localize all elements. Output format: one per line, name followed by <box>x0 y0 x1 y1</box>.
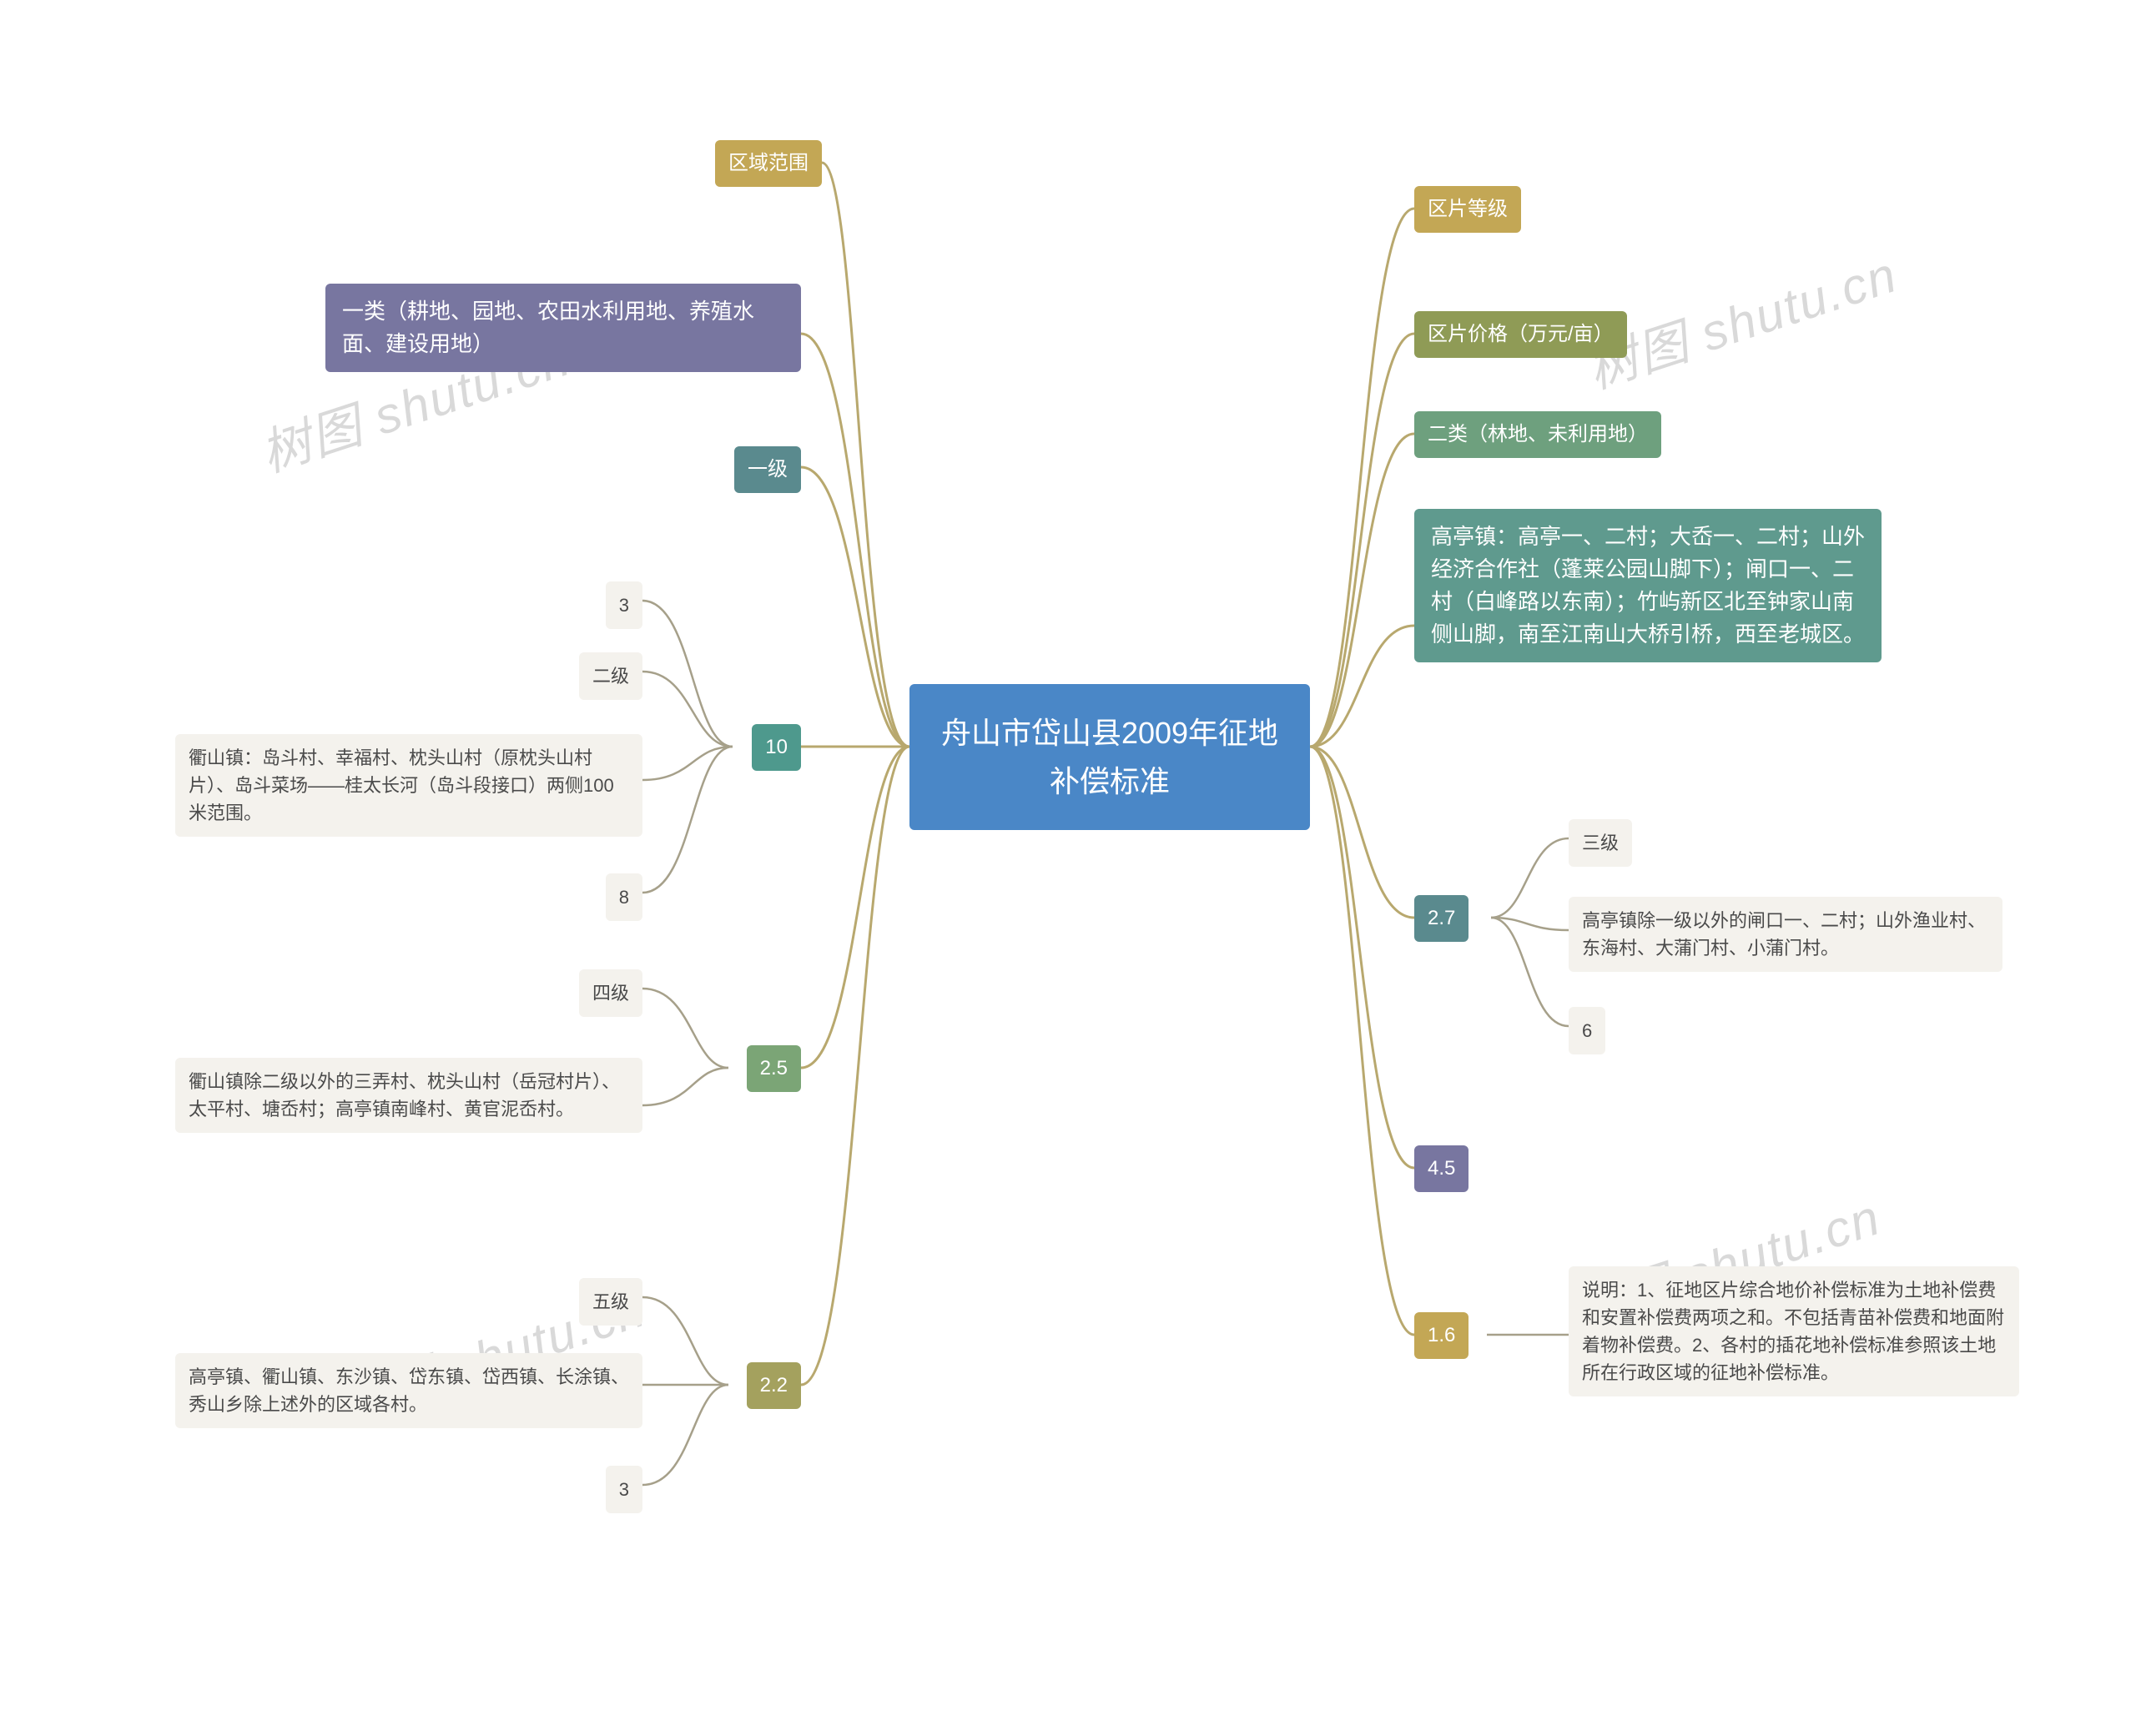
node-l3d[interactable]: 8 <box>606 873 642 921</box>
node-r3[interactable]: 高亭镇：高亭一、二村；大岙一、二村；山外经济合作社（蓬莱公园山脚下）；闸口一、二… <box>1414 509 1882 662</box>
node-r1[interactable]: 区片价格（万元/亩） <box>1414 311 1627 358</box>
node-l5c[interactable]: 3 <box>606 1466 642 1513</box>
node-r5[interactable]: 4.5 <box>1414 1145 1468 1192</box>
node-r4b[interactable]: 高亭镇除一级以外的闸口一、二村；山外渔业村、东海村、大蒲门村、小蒲门村。 <box>1569 897 2002 972</box>
node-r4a[interactable]: 三级 <box>1569 819 1632 867</box>
node-l2[interactable]: 一级 <box>734 446 801 493</box>
node-l5a[interactable]: 五级 <box>579 1278 642 1326</box>
node-r4c[interactable]: 6 <box>1569 1007 1605 1054</box>
node-l1[interactable]: 一类（耕地、园地、农田水利用地、养殖水面、建设用地） <box>325 284 801 372</box>
node-l4[interactable]: 2.5 <box>747 1045 801 1092</box>
node-l5b[interactable]: 高亭镇、衢山镇、东沙镇、岱东镇、岱西镇、长涂镇、秀山乡除上述外的区域各村。 <box>175 1353 642 1428</box>
node-l3[interactable]: 10 <box>752 724 801 771</box>
node-l3c[interactable]: 衢山镇：岛斗村、幸福村、枕头山村（原枕头山村片）、岛斗菜场——桂太长河（岛斗段接… <box>175 734 642 837</box>
node-l3b[interactable]: 二级 <box>579 652 642 700</box>
node-r6[interactable]: 1.6 <box>1414 1312 1468 1359</box>
node-r4[interactable]: 2.7 <box>1414 895 1468 942</box>
root-node[interactable]: 舟山市岱山县2009年征地补偿标准 <box>909 684 1310 830</box>
node-r2[interactable]: 二类（林地、未利用地） <box>1414 411 1661 458</box>
node-l0[interactable]: 区域范围 <box>715 140 822 187</box>
node-l4a[interactable]: 四级 <box>579 969 642 1017</box>
node-l5[interactable]: 2.2 <box>747 1362 801 1409</box>
connector-layer <box>0 0 2136 1736</box>
node-r0[interactable]: 区片等级 <box>1414 186 1521 233</box>
node-l4b[interactable]: 衢山镇除二级以外的三弄村、枕头山村（岳冠村片）、太平村、塘岙村；高亭镇南峰村、黄… <box>175 1058 642 1133</box>
node-l3a[interactable]: 3 <box>606 581 642 629</box>
node-r6a[interactable]: 说明：1、征地区片综合地价补偿标准为土地补偿费和安置补偿费两项之和。不包括青苗补… <box>1569 1266 2019 1396</box>
